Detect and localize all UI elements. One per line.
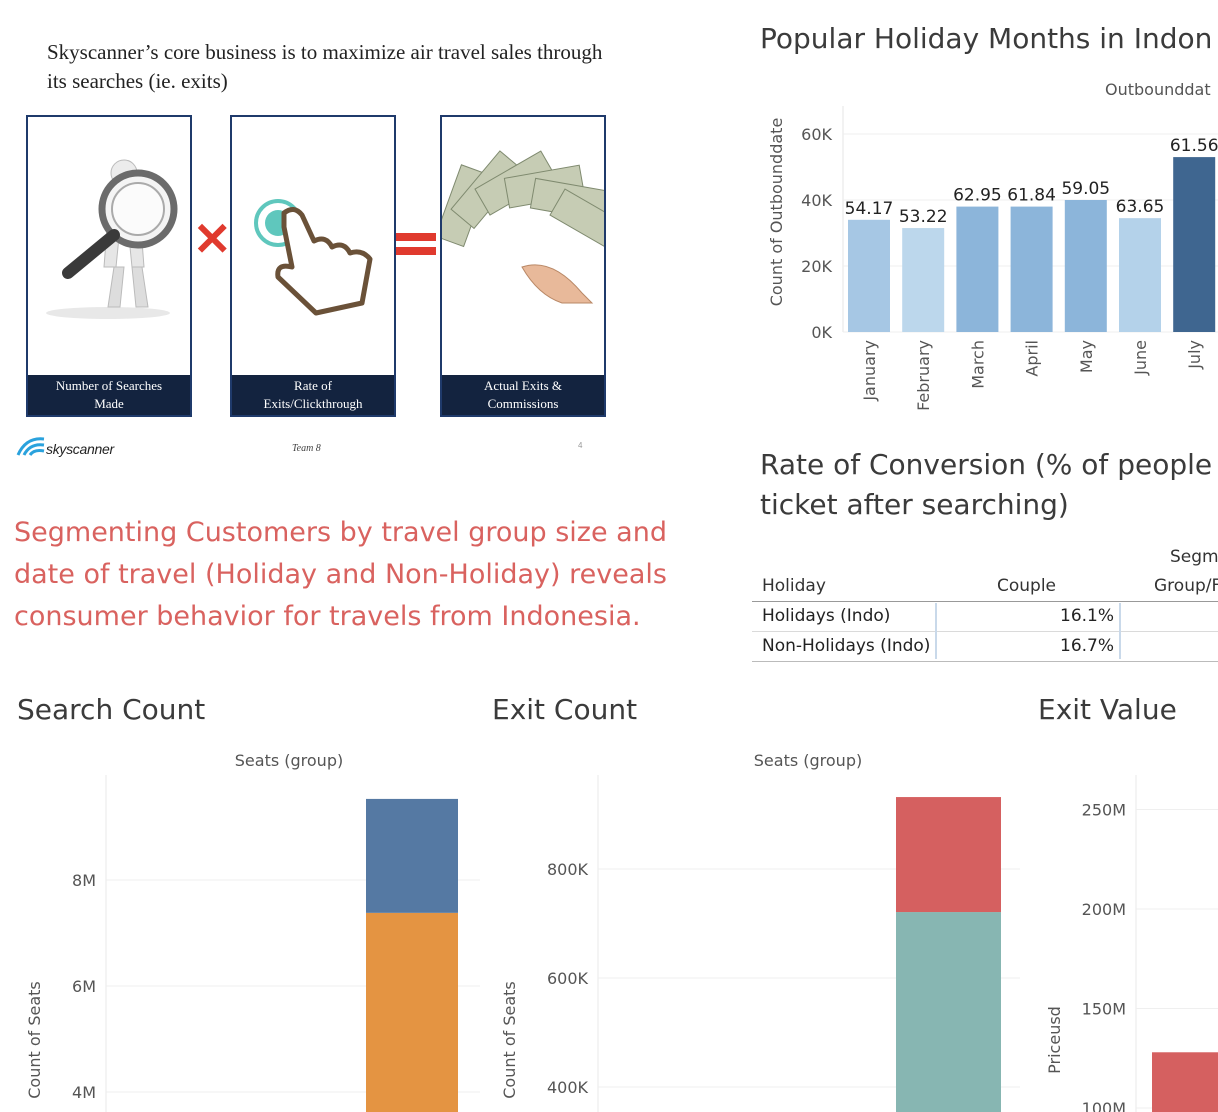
popular-ytick: 40K bbox=[801, 191, 832, 210]
exit-ylabel: Count of Seats bbox=[500, 981, 519, 1099]
popular-ytick: 60K bbox=[801, 125, 832, 144]
exit-bar-segment bbox=[896, 797, 1001, 913]
value-ylabel: Priceusd bbox=[1045, 1006, 1064, 1074]
popular-xtick: March bbox=[968, 340, 987, 389]
search-header: Seats (group) bbox=[235, 751, 343, 770]
popular-months-title: Popular Holiday Months in Indon bbox=[760, 22, 1213, 55]
value-ytick: 150M bbox=[1082, 1000, 1126, 1019]
value-bar-segment bbox=[1152, 1052, 1218, 1112]
col-group: Group/F bbox=[1154, 576, 1218, 596]
popular-data-label: 53.22 bbox=[899, 207, 948, 227]
popular-xtick: July bbox=[1185, 340, 1204, 370]
commissions-box: Actual Exits & Commissions bbox=[434, 115, 632, 417]
equals-icon bbox=[396, 233, 436, 257]
search-bar-segment bbox=[366, 912, 458, 1112]
search-ytick: 4M bbox=[72, 1083, 96, 1102]
popular-data-label: 63.65 bbox=[1116, 197, 1165, 217]
col-holiday: Holiday bbox=[762, 576, 826, 596]
segment-header: Segm bbox=[1170, 547, 1218, 567]
col-couple: Couple bbox=[997, 576, 1057, 596]
popular-bar bbox=[848, 219, 890, 332]
conversion-title-line1: Rate of Conversion (% of people bbox=[760, 448, 1213, 481]
popular-bar bbox=[1119, 218, 1161, 332]
popular-xtick: February bbox=[914, 340, 933, 411]
popular-header: Outbounddat bbox=[1105, 80, 1211, 99]
popular-data-label: 62.95 bbox=[953, 186, 1002, 206]
row-nonholidays-couple: 16.7% bbox=[1060, 636, 1115, 656]
searches-caption: Number of Searches Made bbox=[28, 375, 190, 415]
skyscanner-logo-text: skyscanner bbox=[46, 441, 114, 457]
conversion-title-line2: ticket after searching) bbox=[760, 488, 1069, 521]
popular-data-label: 54.17 bbox=[845, 199, 894, 219]
money-fan-icon bbox=[434, 150, 632, 304]
exit-header: Seats (group) bbox=[754, 751, 862, 770]
popular-xtick: January bbox=[860, 340, 879, 402]
team-label: Team 8 bbox=[292, 443, 321, 454]
search-ylabel: Count of Seats bbox=[25, 981, 44, 1099]
value-ytick: 100M bbox=[1082, 1099, 1126, 1112]
tap-hand-icon bbox=[254, 199, 373, 316]
row-holidays-couple: 16.1% bbox=[1060, 606, 1115, 626]
search-count-chart: Seats (group) Count of Seats 4M 6M 8M bbox=[25, 751, 480, 1112]
exit-ytick: 400K bbox=[547, 1078, 589, 1097]
skyscanner-logo-icon bbox=[16, 437, 45, 456]
search-ytick: 6M bbox=[72, 977, 96, 996]
popular-data-label: 59.05 bbox=[1061, 179, 1110, 199]
value-ytick: 200M bbox=[1082, 900, 1126, 919]
multiply-icon: ✕ bbox=[193, 213, 232, 265]
popular-bar bbox=[1064, 200, 1107, 332]
popular-bar bbox=[1173, 157, 1216, 332]
search-count-title: Search Count bbox=[17, 693, 206, 726]
commissions-caption: Actual Exits & Commissions bbox=[442, 375, 604, 415]
searches-box: Number of Searches Made bbox=[26, 115, 192, 417]
value-ytick: 250M bbox=[1082, 801, 1126, 820]
exit-value-title: Exit Value bbox=[1038, 693, 1177, 726]
popular-data-label: 61.84 bbox=[1007, 186, 1056, 206]
exit-ytick: 600K bbox=[547, 969, 589, 988]
search-bar-segment bbox=[366, 798, 458, 913]
exit-value-chart: Priceusd 100M 150M 200M 250M bbox=[1045, 775, 1218, 1112]
magnifier-figure-icon bbox=[46, 159, 178, 319]
exit-count-chart: Seats (group) Count of Seats 400K 600K 800… bbox=[500, 751, 1020, 1112]
exits-box: Rate of Exits/Clickthrough bbox=[230, 115, 396, 417]
popular-bar bbox=[956, 206, 999, 332]
search-ytick: 8M bbox=[72, 871, 96, 890]
exits-caption: Rate of Exits/Clickthrough bbox=[232, 375, 394, 415]
popular-bar bbox=[902, 228, 945, 332]
slide-title: Skyscanner’s core business is to maximiz… bbox=[47, 40, 603, 93]
popular-xtick: May bbox=[1077, 340, 1096, 373]
popular-bar bbox=[1010, 206, 1053, 332]
row-holidays-label: Holidays (Indo) bbox=[762, 606, 891, 626]
conversion-table: Segm Holiday Couple Group/F Holidays (In… bbox=[752, 545, 1218, 665]
exit-count-title: Exit Count bbox=[492, 693, 638, 726]
headline: Segmenting Customers by travel group siz… bbox=[14, 517, 667, 632]
exit-bar-segment bbox=[896, 912, 1001, 1112]
exit-ytick: 800K bbox=[547, 860, 589, 879]
popular-xtick: June bbox=[1131, 340, 1150, 376]
popular-xtick: April bbox=[1023, 340, 1042, 377]
popular-data-label: 61.56 bbox=[1170, 136, 1218, 156]
row-nonholidays-label: Non-Holidays (Indo) bbox=[762, 636, 931, 656]
slide-number: 4 bbox=[578, 441, 583, 450]
popular-ylabel: Count of Outbounddate bbox=[767, 118, 786, 307]
popular-ytick: 20K bbox=[801, 257, 832, 276]
popular-ytick: 0K bbox=[811, 323, 832, 342]
popular-months-chart: Outbounddat Count of Outbounddate 0K 20K 4… bbox=[767, 80, 1218, 411]
